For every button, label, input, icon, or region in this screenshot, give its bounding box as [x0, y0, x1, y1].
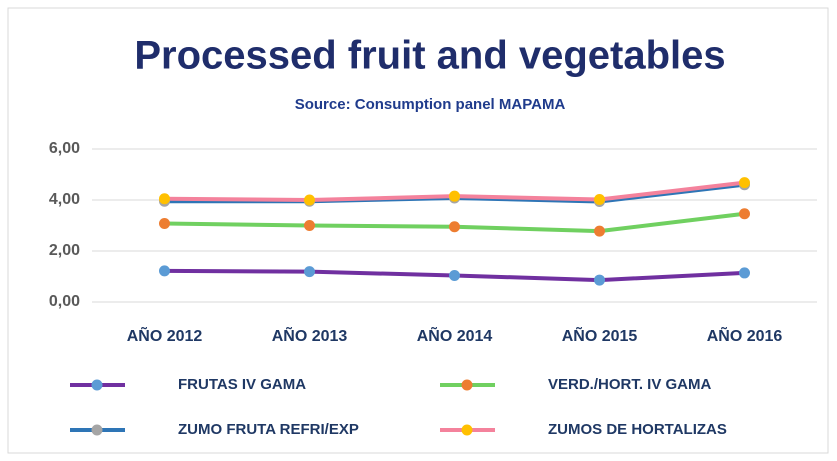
- data-point: [159, 265, 170, 277]
- data-point: [449, 190, 460, 202]
- legend-label: FRUTAS IV GAMA: [178, 376, 306, 393]
- chart-frame: [7, 7, 829, 454]
- legend-label: VERD./HORT. IV GAMA: [548, 376, 712, 393]
- data-point: [594, 225, 605, 237]
- data-point: [449, 221, 460, 233]
- data-point: [159, 193, 170, 205]
- data-point: [449, 269, 460, 281]
- data-point: [304, 266, 315, 278]
- data-point: [304, 194, 315, 206]
- y-tick-label: 2,00: [49, 242, 80, 259]
- data-point: [159, 217, 170, 229]
- x-tick-label: AÑO 2016: [707, 325, 783, 345]
- legend-marker: [461, 379, 473, 391]
- y-tick-label: 6,00: [49, 140, 80, 157]
- data-point: [304, 220, 315, 231]
- y-tick-label: 0,00: [49, 293, 80, 310]
- chart-subtitle: Source: Consumption panel MAPAMA: [295, 96, 566, 113]
- x-tick-label: AÑO 2013: [272, 325, 348, 345]
- data-point: [594, 274, 605, 286]
- legend-label: ZUMO FRUTA REFRI/EXP: [178, 421, 359, 438]
- data-point: [739, 177, 750, 189]
- data-point: [594, 193, 605, 205]
- x-tick-label: AÑO 2015: [562, 325, 638, 345]
- chart-title: Processed fruit and vegetables: [134, 34, 725, 78]
- x-tick-label: AÑO 2014: [417, 325, 493, 345]
- x-tick-label: AÑO 2012: [127, 325, 203, 345]
- legend-marker: [461, 424, 473, 436]
- data-point: [739, 208, 750, 220]
- legend-marker: [91, 379, 103, 391]
- legend-marker: [91, 424, 103, 436]
- legend-label: ZUMOS DE HORTALIZAS: [548, 421, 727, 438]
- y-tick-label: 4,00: [49, 191, 80, 208]
- data-point: [739, 267, 750, 279]
